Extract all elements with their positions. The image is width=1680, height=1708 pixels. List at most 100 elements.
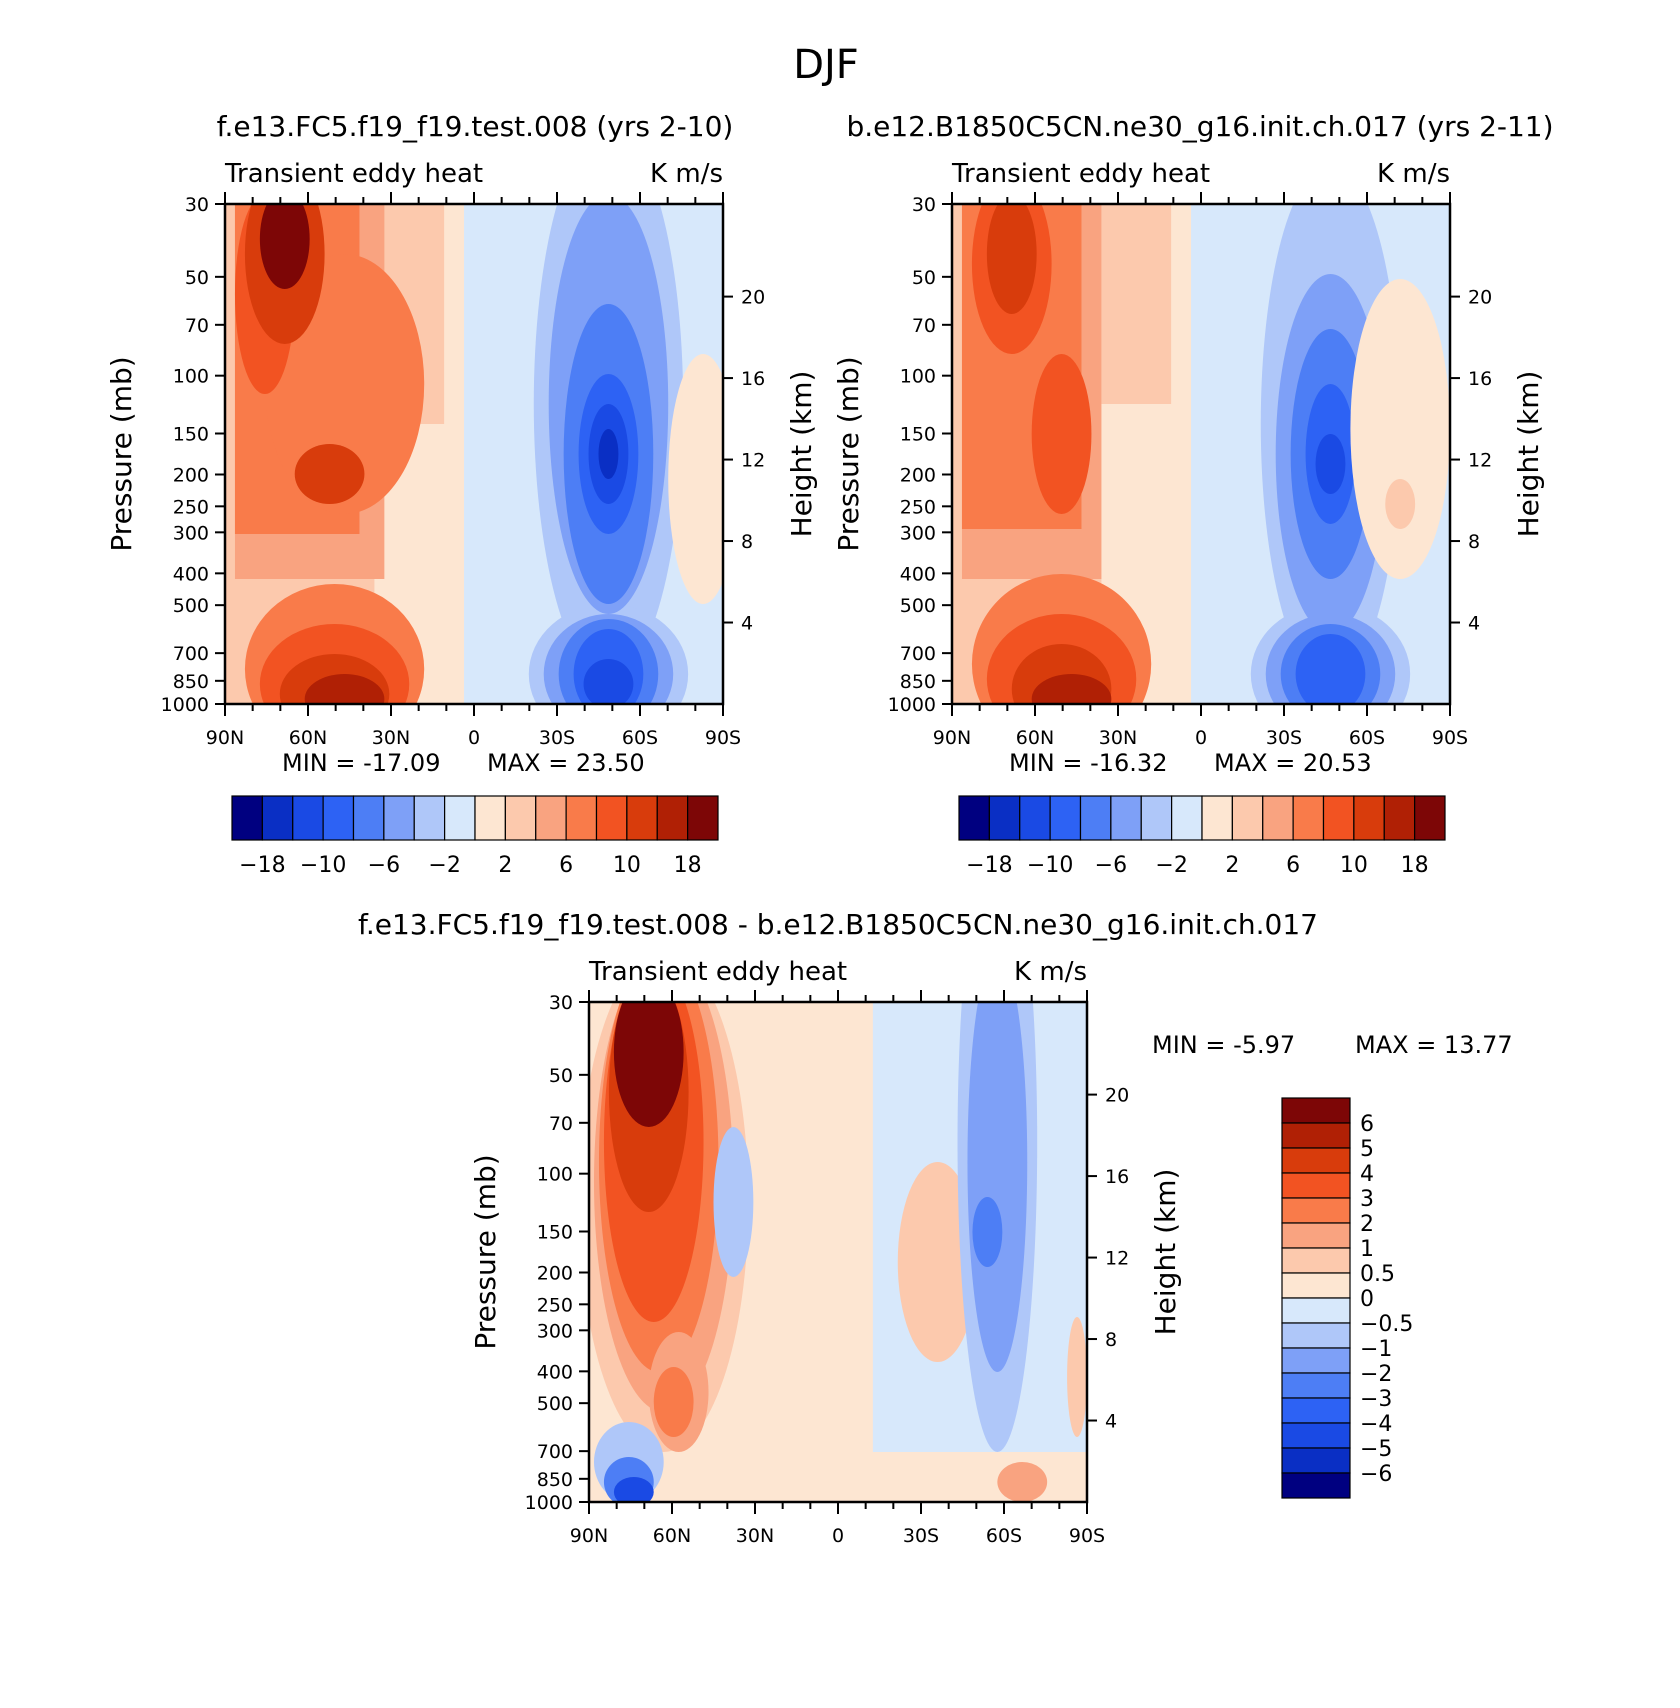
colorbar-box [504,795,537,841]
min-stat: MIN = -17.09 [282,749,440,777]
colorbar-label: 6 [1286,853,1300,878]
colorbar-label: −10 [300,853,346,878]
pressure-tick-label: 700 [900,643,936,665]
pressure-tick-label: 250 [537,1294,573,1316]
colorbar-label: 0.5 [1360,1262,1395,1287]
colorbar-label: −2 [428,853,460,878]
pressure-tick-label: 50 [912,267,936,289]
contour-region [972,1197,1003,1267]
pressure-tick-label: 700 [173,643,209,665]
lat-tick-label: 60N [653,1525,691,1547]
pressure-tick-label: 500 [537,1393,573,1415]
lat-tick-label: 0 [832,1525,844,1547]
pressure-tick-label: 250 [900,496,936,518]
colorbar-box [535,795,567,841]
height-tick-label: 16 [741,368,765,390]
colorbar-label: 10 [1340,853,1368,878]
colorbar-box [656,795,689,841]
colorbar-label: 1 [1360,1237,1374,1262]
pressure-tick-label: 1000 [888,694,936,716]
colorbar-box [1281,1297,1351,1324]
lat-tick-label: 60S [622,727,658,749]
panel-field-label: Transient eddy heat [224,159,483,189]
height-tick-label: 16 [1468,368,1492,390]
colorbar-label: −3 [1360,1387,1392,1412]
contour-region [1350,279,1450,579]
colorbar-box [1281,1222,1351,1249]
max-stat: MAX = 23.50 [487,749,645,777]
panel-control: f.e13.FC5.f19_f19.test.008 (yrs 2-10) Tr… [105,110,818,878]
contour-region [997,1462,1048,1502]
colorbar-label: 0 [1360,1287,1374,1312]
colorbar-box [413,795,446,841]
colorbar-label: −18 [966,853,1012,878]
colorbar-box [1281,1422,1351,1449]
contour-region [897,1162,978,1362]
lat-tick-label: 60N [1016,727,1054,749]
height-tick-label: 16 [1105,1166,1129,1188]
max-stat: MAX = 13.77 [1355,1031,1513,1059]
colorbar-box [1414,795,1446,841]
colorbar-label: −1 [1360,1337,1392,1362]
figure-title: DJF [793,42,859,88]
height-tick-label: 8 [741,531,753,553]
pressure-tick-label: 500 [900,595,936,617]
colorbar-box [1322,795,1355,841]
panel-title: f.e13.FC5.f19_f19.test.008 (yrs 2-10) [217,110,734,143]
colorbar-box [231,795,263,841]
pressure-tick-label: 200 [173,465,209,487]
colorbar-box [1383,795,1416,841]
colorbar-label: −6 [1360,1462,1392,1487]
colorbar-box [1281,1397,1351,1424]
colorbar-box [1281,1122,1351,1149]
colorbar-box [474,795,506,841]
panel-field-label: Transient eddy heat [951,159,1210,189]
pressure-tick-label: 150 [173,423,209,445]
colorbar-label: −10 [1027,853,1073,878]
pressure-tick-label: 1000 [525,1492,573,1514]
colorbar-label: 18 [674,853,702,878]
contour-region [1067,1317,1087,1437]
contour-region [986,204,1037,314]
panel-units-label: K m/s [1377,159,1450,189]
height-tick-label: 4 [1105,1411,1117,1433]
panel-title: f.e13.FC5.f19_f19.test.008 - b.e12.B1850… [358,908,1318,941]
pressure-tick-label: 30 [912,194,936,216]
contour-region [583,659,634,704]
contour-region [598,429,619,479]
lat-tick-label: 30N [1099,727,1137,749]
height-tick-label: 20 [1105,1085,1129,1107]
colorbar-label: −6 [1095,853,1127,878]
y-axis-label: Pressure (mb) [832,356,865,551]
lat-tick-label: 30N [372,727,410,749]
pressure-tick-label: 70 [185,315,209,337]
height-tick-label: 12 [1468,450,1492,472]
lat-tick-label: 30N [736,1525,774,1547]
pressure-tick-label: 100 [173,366,209,388]
pressure-tick-label: 150 [900,423,936,445]
colorbar-box [1281,1097,1351,1124]
colorbar-label: −0.5 [1360,1312,1413,1337]
colorbar-box [565,795,598,841]
pressure-tick-label: 100 [900,366,936,388]
colorbar-label: −6 [368,853,400,878]
pressure-tick-label: 850 [537,1469,573,1491]
colorbar-box [1281,1472,1351,1499]
colorbar-label: 6 [559,853,573,878]
pressure-tick-label: 300 [900,522,936,544]
pressure-tick-label: 200 [537,1263,573,1285]
colorbar: −18 −10 −6 −2 2 6 10 18 [958,795,1446,878]
colorbar-label: 2 [498,853,512,878]
colorbar-label: 6 [1360,1112,1374,1137]
height-tick-label: 20 [741,287,765,309]
lat-tick-label: 60N [289,727,327,749]
pressure-tick-label: 150 [537,1221,573,1243]
contour-region [613,1477,654,1502]
colorbar: −18 −10 −6 −2 2 6 10 18 [231,795,719,878]
pressure-tick-label: 200 [900,465,936,487]
contour-region [259,204,310,289]
colorbar-box [1353,795,1385,841]
colorbar-label: 10 [613,853,641,878]
colorbar-box [1281,1172,1351,1199]
